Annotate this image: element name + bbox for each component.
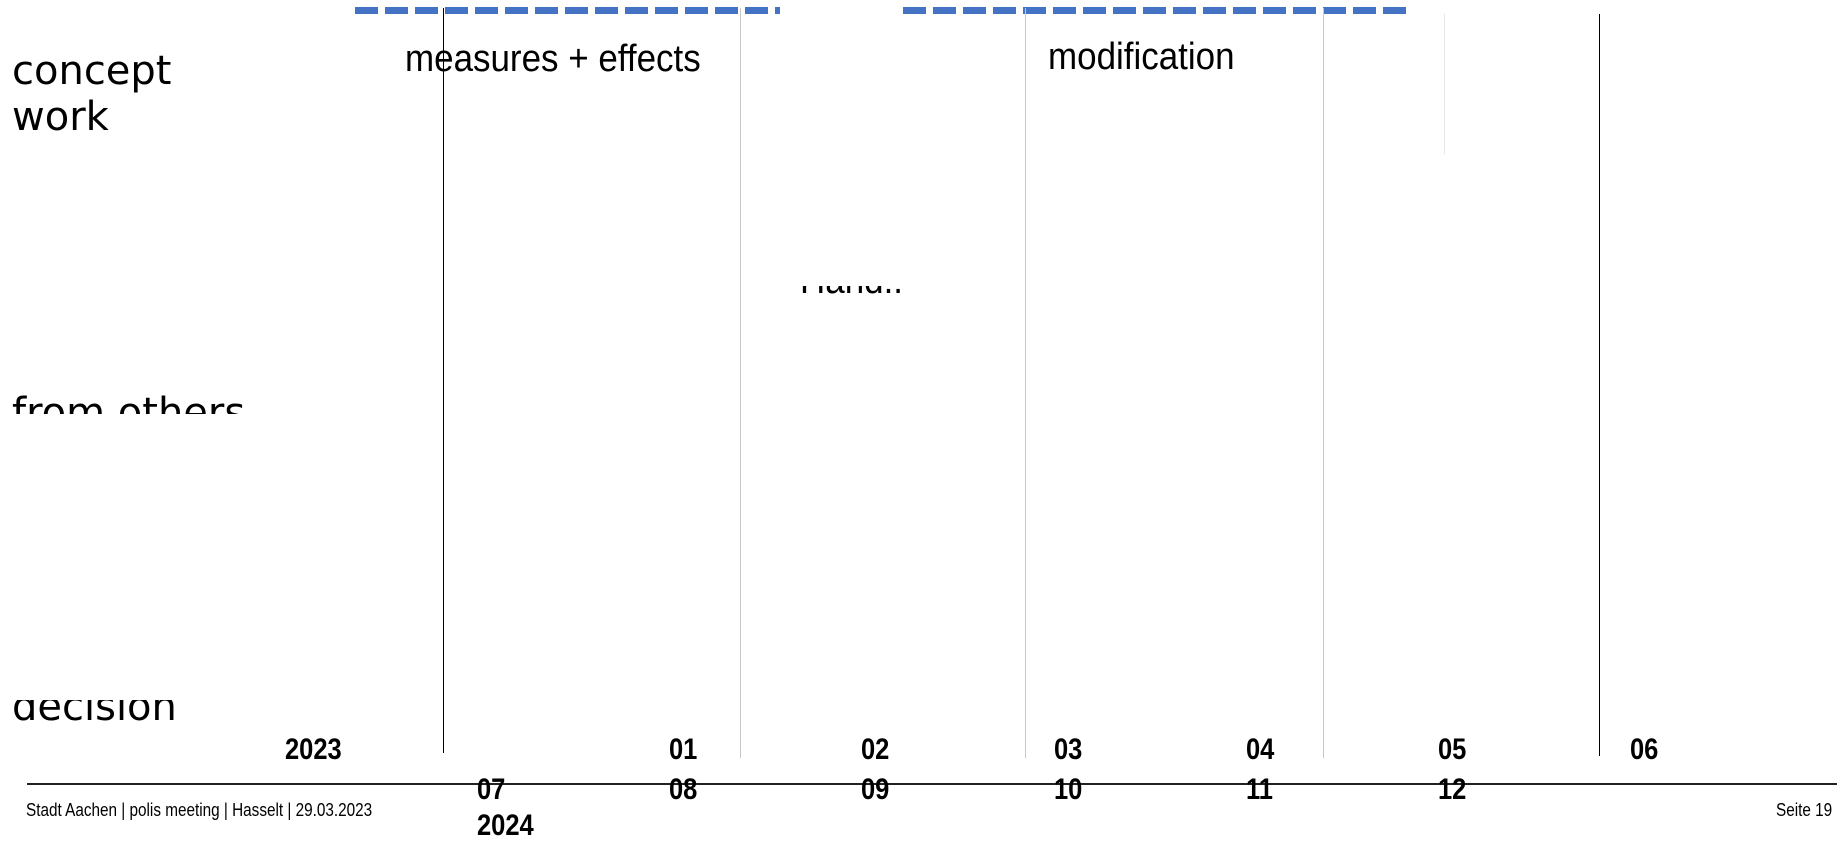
tick-label: 07 bbox=[477, 773, 506, 806]
footer-left: Stadt Aachen | polis meeting | Hasselt |… bbox=[26, 800, 373, 820]
row-label-from-others: from others bbox=[12, 390, 246, 414]
grid-line bbox=[740, 8, 741, 758]
row-label-line: work bbox=[12, 94, 109, 140]
tick-label: 05 bbox=[1438, 733, 1467, 766]
phase-bar-modification bbox=[903, 7, 1408, 14]
partial-label: Hand... bbox=[800, 286, 905, 296]
partial-label-clip: Hand... bbox=[800, 286, 905, 296]
tick-label: 12 bbox=[1438, 773, 1467, 806]
grid-line bbox=[1323, 8, 1324, 758]
grid-line bbox=[443, 8, 444, 753]
year-label-start: 2023 bbox=[285, 733, 342, 766]
timeline-baseline bbox=[27, 783, 1837, 785]
grid-line bbox=[1444, 14, 1445, 154]
tick-label: 09 bbox=[861, 773, 890, 806]
row-label-decision-clip: decision bbox=[12, 700, 272, 740]
grid-line bbox=[1025, 8, 1026, 758]
tick-label: 01 bbox=[669, 733, 698, 766]
tick-label: 04 bbox=[1246, 733, 1275, 766]
tick-label: 11 bbox=[1246, 773, 1273, 806]
tick-label: 03 bbox=[1054, 733, 1083, 766]
footer-page-number: Seite 19 bbox=[1776, 800, 1833, 820]
row-label-from-others-clip: from others bbox=[12, 390, 272, 414]
phase-bar-measures bbox=[355, 7, 780, 14]
row-label-line: concept bbox=[12, 48, 172, 94]
tick-label: 06 bbox=[1630, 733, 1659, 766]
tick-label: 10 bbox=[1054, 773, 1083, 806]
phase-label-measures-effects: measures + effects bbox=[405, 38, 701, 80]
row-label-decision: decision bbox=[12, 700, 177, 730]
year-label-next: 2024 bbox=[477, 809, 534, 842]
phase-label-modification: modification bbox=[1048, 36, 1235, 78]
grid-line bbox=[1599, 14, 1600, 756]
tick-label: 02 bbox=[861, 733, 890, 766]
row-label-concept-work: concept work bbox=[12, 48, 172, 140]
tick-label: 08 bbox=[669, 773, 698, 806]
